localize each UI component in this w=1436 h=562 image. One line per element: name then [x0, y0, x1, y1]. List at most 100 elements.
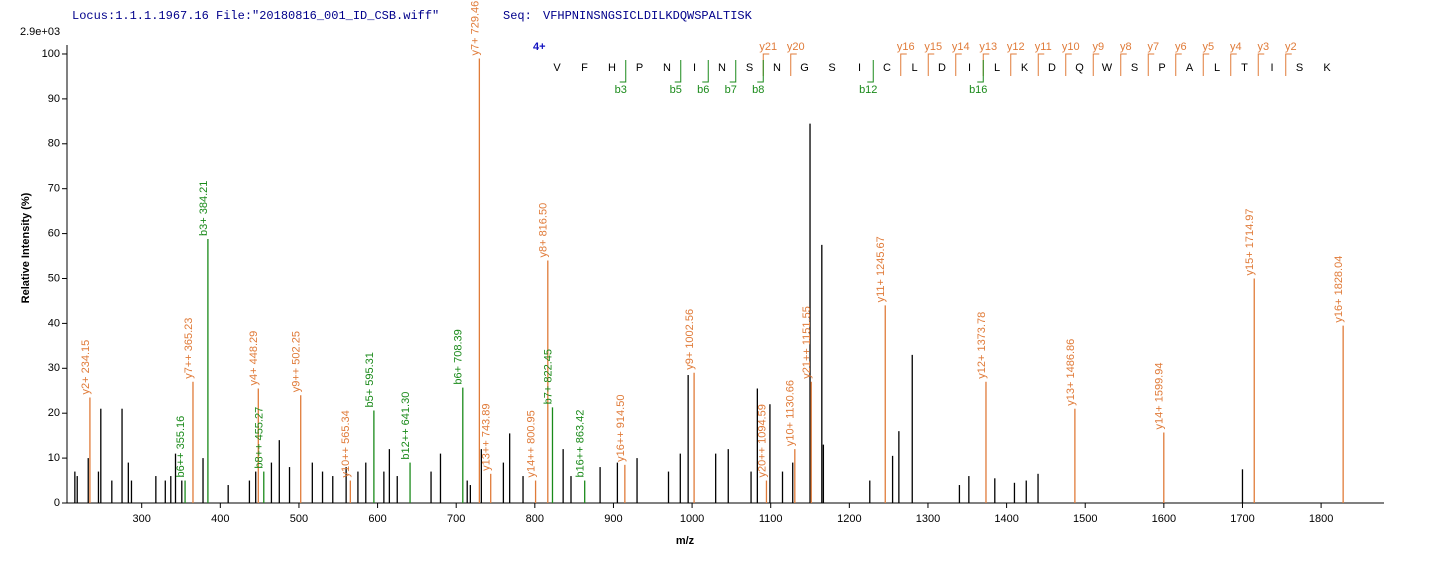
y-tick-label: 90: [48, 93, 60, 105]
peak-label: y10++ 565.34: [340, 410, 352, 477]
residue: F: [581, 62, 588, 74]
y-tick-label: 40: [48, 317, 60, 329]
residue: L: [994, 62, 1000, 74]
y-tick-label: 80: [48, 138, 60, 150]
y-fragment-label: y14: [952, 41, 970, 53]
residue: I: [858, 62, 861, 74]
peak-label: y14++ 800.95: [525, 410, 537, 477]
x-tick-label: 500: [290, 513, 308, 525]
b-fragment-label: b3: [615, 84, 627, 96]
b-fragment: [619, 60, 627, 83]
b-fragment-label: b7: [725, 84, 737, 96]
b-fragment: [729, 60, 737, 83]
peak-label: y9+ 1002.56: [684, 309, 696, 370]
residue: D: [1048, 62, 1056, 74]
y-fragment-label: y4: [1230, 41, 1242, 53]
residue: K: [1021, 62, 1029, 74]
y-axis-label: Relative Intensity (%): [20, 192, 32, 303]
y-fragment-label: y2: [1285, 41, 1297, 53]
y-fragment-label: y15: [924, 41, 942, 53]
residue: A: [1186, 62, 1194, 74]
y-fragment-label: y16: [897, 41, 915, 53]
peak-label: b7+ 822.45: [542, 349, 554, 404]
b-fragment-label: b5: [670, 84, 682, 96]
residue: T: [1241, 62, 1248, 74]
residue: K: [1323, 62, 1331, 74]
b-fragment: [702, 60, 709, 83]
residue: N: [718, 62, 726, 74]
x-tick-label: 1600: [1152, 513, 1176, 525]
y-fragment-label: y3: [1257, 41, 1269, 53]
residue: D: [938, 62, 946, 74]
y-fragment-label: y6: [1175, 41, 1187, 53]
residue: Q: [1075, 62, 1084, 74]
x-tick-label: 800: [526, 513, 544, 525]
peak-label: y7++ 365.23: [183, 318, 195, 379]
b-fragment-label: b16: [969, 84, 987, 96]
y-fragment-label: y21: [759, 41, 777, 53]
peak-label: b6+ 708.39: [453, 329, 465, 384]
y-tick-label: 10: [48, 452, 60, 464]
y-fragment: [790, 53, 797, 76]
b-fragment-label: b6: [697, 84, 709, 96]
y-fragment-label: y13: [979, 41, 997, 53]
residue: N: [773, 62, 781, 74]
residue: V: [553, 62, 561, 74]
y-fragment: [982, 53, 990, 76]
y-fragment: [900, 53, 907, 76]
peak-label: y20++ 1094.59: [756, 404, 768, 477]
x-tick-label: 1500: [1073, 513, 1097, 525]
locus: Locus:1.1.1.1967.16 File:"20180816_001_I…: [72, 9, 439, 23]
residue: H: [608, 62, 616, 74]
y-fragment: [1175, 53, 1182, 76]
residue: I: [693, 62, 696, 74]
residue: S: [746, 62, 753, 74]
y-fragment-label: y11: [1035, 41, 1052, 53]
peak-label: y10+ 1130.66: [785, 380, 797, 446]
y-fragment: [1257, 53, 1265, 76]
y-tick-label: 0: [54, 497, 60, 509]
y-tick-label: 100: [42, 48, 60, 60]
peak-label: b5+ 595.31: [364, 352, 376, 407]
y-fragment: [955, 53, 962, 76]
x-tick-label: 1200: [837, 513, 861, 525]
x-tick-label: 700: [447, 513, 465, 525]
x-tick-label: 1100: [759, 513, 783, 525]
y-fragment: [1285, 53, 1292, 76]
y-fragment: [1010, 53, 1017, 76]
y-fragment: [762, 53, 770, 76]
y-fragment: [1037, 53, 1045, 76]
x-tick-label: 1400: [994, 513, 1018, 525]
b-fragment: [867, 60, 874, 83]
peak-label: b8++ 455.27: [254, 407, 266, 469]
residue: L: [911, 62, 917, 74]
residue: P: [636, 62, 643, 74]
x-axis-label: m/z: [676, 535, 695, 547]
peak-label: y7+ 729.46: [469, 1, 481, 56]
residue: W: [1102, 62, 1113, 74]
peak-label: y21++ 1151.55: [801, 306, 813, 379]
y-fragment-label: y10: [1062, 41, 1080, 53]
residue: S: [1296, 62, 1303, 74]
residue: P: [1158, 62, 1165, 74]
residue: S: [828, 62, 835, 74]
y-fragment-label: y7: [1147, 41, 1159, 53]
peak-label: y14+ 1599.94: [1154, 363, 1166, 430]
peak-label: y11+ 1245.67: [875, 236, 887, 302]
b-fragment: [977, 60, 984, 83]
y-tick-label: 50: [48, 272, 60, 284]
peak-label: y16++ 914.50: [615, 395, 627, 462]
y-fragment-label: y9: [1092, 41, 1104, 53]
x-tick-label: 1000: [680, 513, 704, 525]
residue: S: [1131, 62, 1138, 74]
scale-label: 2.9e+03: [20, 26, 60, 38]
peak-label: y2+ 234.15: [80, 340, 92, 395]
y-fragment: [1120, 53, 1127, 76]
residue: N: [663, 62, 671, 74]
residue: I: [968, 62, 971, 74]
y-fragment: [1230, 53, 1237, 76]
peak-label: y13++ 743.89: [481, 404, 493, 471]
y-fragment: [1065, 53, 1072, 76]
y-tick-label: 60: [48, 227, 60, 239]
